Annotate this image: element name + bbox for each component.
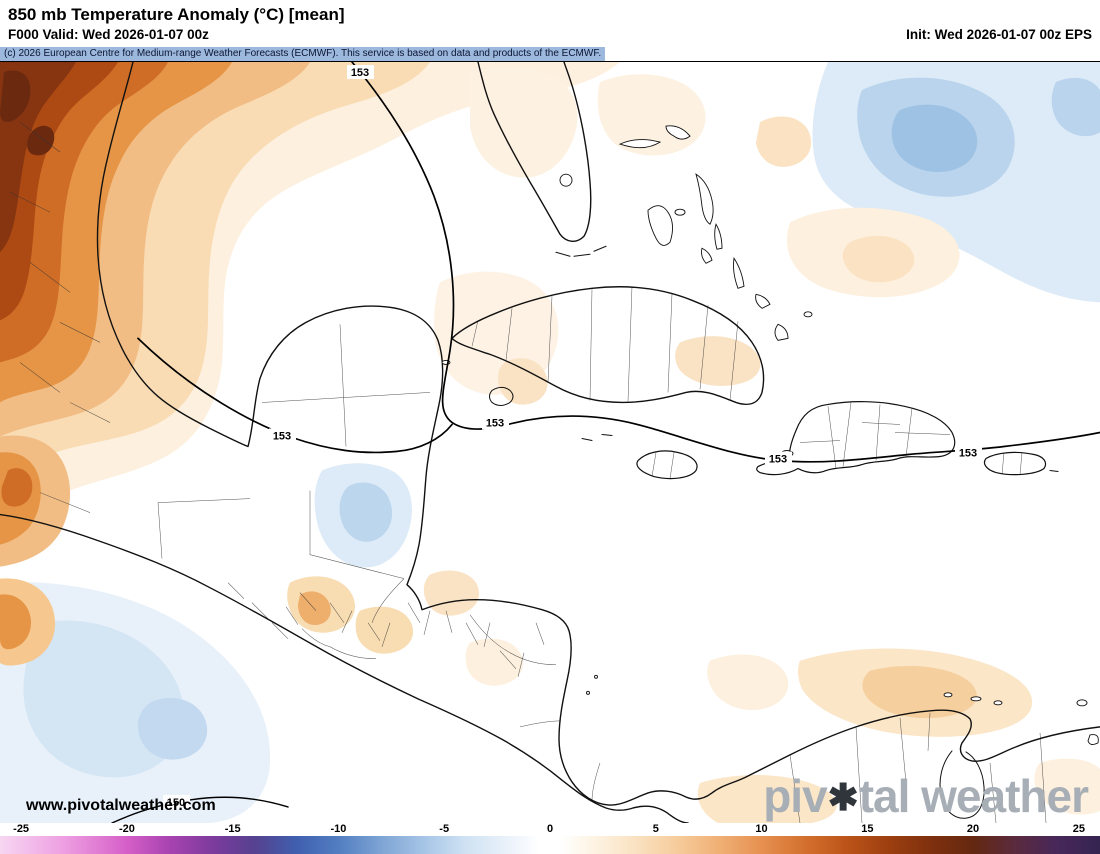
logo-text-prefix: piv bbox=[763, 770, 827, 822]
colorbar-tick-label: 10 bbox=[755, 823, 768, 835]
colorbar-tick-label: -10 bbox=[330, 823, 347, 835]
contour-label: 153 bbox=[482, 415, 509, 430]
contour-labels-layer: 153 153 153 153 153 150 bbox=[163, 65, 982, 809]
contour-label: 153 bbox=[955, 445, 982, 460]
contour-label: 150 bbox=[163, 794, 190, 809]
watermark: www.pivotalweather.com bbox=[26, 797, 216, 814]
gear-icon: ✱ bbox=[827, 776, 859, 818]
anomaly-shading-layer bbox=[0, 62, 1100, 823]
colorbar-tick-label: 25 bbox=[1072, 823, 1085, 835]
colorbar-tick-label: 15 bbox=[861, 823, 874, 835]
contour-label: 153 bbox=[269, 428, 296, 443]
colorbar-tick-label: -25 bbox=[13, 823, 30, 835]
map-header: 850 mb Temperature Anomaly (°C) [mean] F… bbox=[0, 0, 1100, 43]
colorbar-tick-label: 20 bbox=[966, 823, 980, 835]
weather-map: 153 153 153 153 153 150 www.pivotalweath… bbox=[0, 61, 1100, 823]
admin-boundaries-layer bbox=[9, 121, 1047, 823]
init-time-label: Init: Wed 2026-01-07 00z EPS bbox=[906, 27, 1092, 42]
page-title: 850 mb Temperature Anomaly (°C) [mean] bbox=[8, 5, 345, 24]
colorbar-tick-label: 5 bbox=[652, 823, 659, 835]
map-canvas: 153 153 153 153 153 150 bbox=[0, 62, 1100, 823]
coastline-layer bbox=[0, 62, 1100, 823]
ecmwf-copyright: (c) 2026 European Centre for Medium-rang… bbox=[0, 47, 606, 61]
valid-time-label: F000 Valid: Wed 2026-01-07 00z bbox=[8, 27, 209, 42]
logo-text-suffix: tal weather bbox=[858, 770, 1089, 822]
svg-text:153: 153 bbox=[959, 448, 977, 460]
colorbar-tick-label: -5 bbox=[439, 823, 450, 835]
colorbar-gradient bbox=[0, 836, 1100, 854]
colorbar-tick-label: 0 bbox=[546, 823, 554, 835]
pivotal-weather-logo: piv ✱ tal weather bbox=[763, 770, 1089, 822]
svg-text:153: 153 bbox=[769, 454, 787, 466]
svg-text:153: 153 bbox=[351, 67, 369, 79]
colorbar-tick-label: -15 bbox=[224, 823, 241, 835]
contour-label: 153 bbox=[765, 451, 792, 466]
svg-text:150: 150 bbox=[167, 797, 185, 809]
colorbar: -25 -20 -15 -10 -5 0 5 10 15 20 25 bbox=[0, 823, 1100, 854]
svg-text:153: 153 bbox=[273, 430, 291, 442]
islands-layer bbox=[441, 125, 1099, 745]
svg-text:153: 153 bbox=[486, 417, 504, 429]
colorbar-tick-label: -20 bbox=[118, 823, 135, 835]
contour-label: 153 bbox=[347, 65, 374, 80]
colorbar-tick-labels: -25 -20 -15 -10 -5 0 5 10 15 20 25 bbox=[0, 823, 1100, 836]
